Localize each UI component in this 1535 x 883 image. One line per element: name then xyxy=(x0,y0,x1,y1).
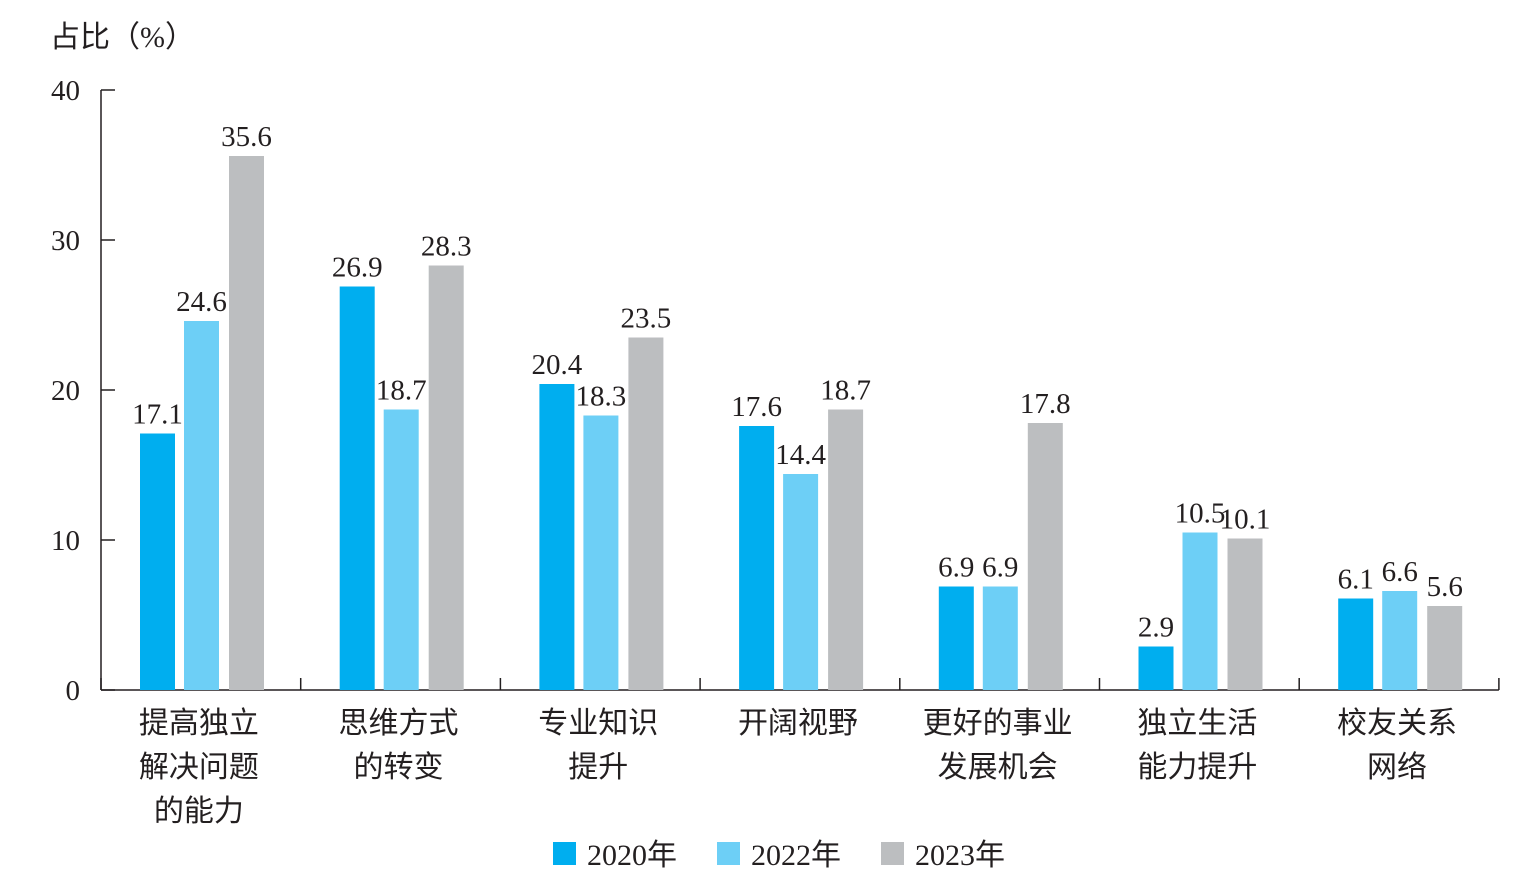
bar xyxy=(783,474,819,690)
category-label: 提升 xyxy=(568,751,628,784)
y-tick-label: 40 xyxy=(51,75,80,107)
bar xyxy=(1338,598,1374,690)
data-label: 26.9 xyxy=(332,252,383,284)
data-label: 6.9 xyxy=(938,552,974,584)
data-label: 17.6 xyxy=(731,391,782,423)
legend-swatch xyxy=(553,842,576,865)
bar xyxy=(1182,532,1218,690)
data-label: 24.6 xyxy=(176,286,227,318)
data-label: 17.8 xyxy=(1020,388,1071,420)
bar xyxy=(982,586,1018,690)
y-tick-label: 30 xyxy=(51,225,80,257)
bar xyxy=(1382,591,1418,690)
bar xyxy=(428,265,464,690)
category-label: 发展机会 xyxy=(938,751,1058,784)
data-label: 6.6 xyxy=(1382,556,1418,588)
data-label: 20.4 xyxy=(532,349,583,381)
bar xyxy=(229,156,264,690)
category-label: 开阔视野 xyxy=(738,707,858,740)
category-label: 解决问题 xyxy=(139,751,259,784)
data-label: 28.3 xyxy=(421,231,472,263)
category-label: 独立生活 xyxy=(1137,707,1257,740)
bar xyxy=(1138,646,1174,690)
data-label: 18.7 xyxy=(376,375,427,407)
legend-label: 2023年 xyxy=(915,839,1005,872)
bar xyxy=(828,409,864,690)
data-label: 6.1 xyxy=(1338,564,1374,596)
data-label: 2.9 xyxy=(1138,612,1174,644)
bar xyxy=(1427,606,1463,690)
bars xyxy=(140,156,1463,690)
category-label: 网络 xyxy=(1367,751,1427,784)
legend-label: 2020年 xyxy=(587,839,677,872)
data-label: 35.6 xyxy=(221,121,272,153)
category-label: 的能力 xyxy=(154,795,244,828)
bar xyxy=(383,409,419,690)
category-label: 的转变 xyxy=(354,751,444,784)
bar xyxy=(739,426,775,690)
bar xyxy=(140,433,175,690)
bar xyxy=(184,321,219,690)
legend-swatch xyxy=(881,842,904,865)
category-label: 提高独立 xyxy=(139,707,259,740)
y-axis-title: 占比（%） xyxy=(50,21,195,54)
bar xyxy=(628,337,664,690)
bar xyxy=(1027,423,1063,690)
category-label: 更好的事业 xyxy=(923,707,1073,740)
data-label: 18.7 xyxy=(820,375,871,407)
bar xyxy=(938,586,974,690)
data-labels: 17.1 24.6 35.6 26.9 18.7 28.3 20.418.3 23.5 17.6… xyxy=(132,121,1463,644)
y-tick-label: 10 xyxy=(51,525,80,557)
category-label: 思维方式 xyxy=(339,707,459,740)
category-label: 专业知识 xyxy=(538,707,658,740)
bar xyxy=(339,286,375,690)
data-label: 18.3 xyxy=(576,381,627,413)
legend-swatch xyxy=(717,842,740,865)
y-tick-label: 0 xyxy=(66,675,81,707)
bar xyxy=(1227,538,1263,690)
legend-label: 2022年 xyxy=(751,839,841,872)
data-label: 10.1 xyxy=(1220,504,1271,536)
data-label: 23.5 xyxy=(621,303,672,335)
legend: 2020年 2022年 2023年 xyxy=(553,839,1005,872)
axes: 0 10 20 30 40 xyxy=(51,75,1500,707)
category-label: 能力提升 xyxy=(1137,751,1257,784)
bar xyxy=(583,415,619,690)
data-label: 10.5 xyxy=(1175,498,1226,530)
y-tick-label: 20 xyxy=(51,375,80,407)
category-label: 校友关系 xyxy=(1337,707,1457,740)
bar xyxy=(539,384,575,690)
data-label: 6.9 xyxy=(982,552,1018,584)
data-label: 14.4 xyxy=(775,439,826,471)
data-label: 17.1 xyxy=(132,399,183,431)
data-label: 5.6 xyxy=(1427,571,1463,603)
